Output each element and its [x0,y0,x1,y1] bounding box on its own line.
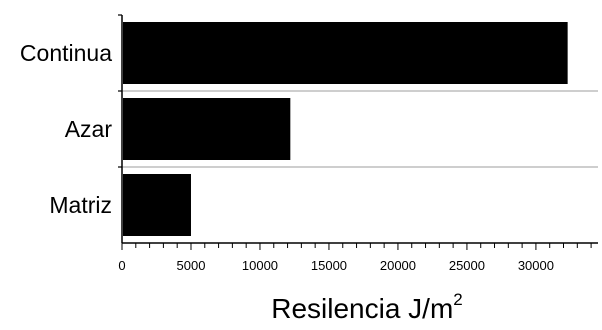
x-tick-labels: 0 5000 10000 15000 20000 25000 30000 [118,258,554,273]
category-label-azar: Azar [65,116,113,142]
x-axis-title-text: Resilencia J/m [271,293,453,324]
bar-continua [123,22,568,84]
x-tick-label-25000: 25000 [449,258,485,273]
bar-azar [123,98,291,160]
x-tick-label-5000: 5000 [177,258,206,273]
x-axis-title-superscript: 2 [453,290,462,309]
category-labels: Continua Azar Matriz [20,40,112,218]
category-separators [122,90,598,168]
category-label-matriz: Matriz [49,192,112,218]
bar-matriz [123,174,191,236]
x-tick-label-0: 0 [118,258,125,273]
category-label-continua: Continua [20,40,112,66]
x-axis-title: Resilencia J/m2 [271,290,463,324]
x-tick-label-15000: 15000 [311,258,347,273]
x-axis-ticks [118,14,592,250]
x-tick-label-20000: 20000 [380,258,416,273]
x-tick-label-30000: 30000 [518,258,554,273]
x-tick-label-10000: 10000 [242,258,278,273]
bars [123,22,568,236]
